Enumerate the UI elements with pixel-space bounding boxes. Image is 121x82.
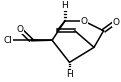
Text: O: O <box>16 25 23 34</box>
Text: O: O <box>81 17 88 26</box>
Text: H: H <box>61 1 68 10</box>
Polygon shape <box>31 40 52 41</box>
Text: H: H <box>66 71 73 79</box>
Text: O: O <box>112 18 119 27</box>
Text: Cl: Cl <box>3 36 12 45</box>
